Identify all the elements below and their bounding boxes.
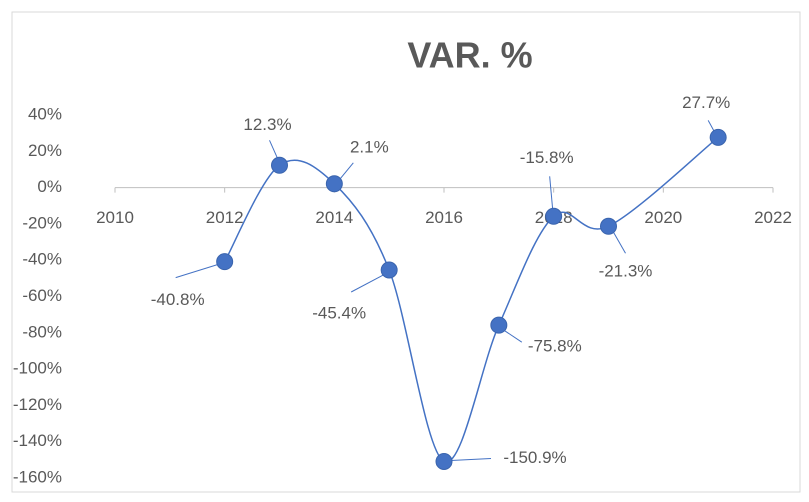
leader-line — [175, 263, 221, 279]
marker — [325, 175, 343, 193]
data-label: -21.3% — [599, 262, 653, 281]
leader-line — [549, 176, 554, 210]
x-tick-label: 2012 — [206, 208, 244, 227]
y-tick-label: -20% — [22, 213, 62, 232]
y-tick-label: -160% — [13, 467, 62, 486]
y-tick-label: -100% — [13, 359, 62, 378]
data-label: -75.8% — [528, 337, 582, 356]
chart-title: VAR. % — [407, 35, 532, 76]
data-label: 27.7% — [682, 93, 730, 112]
chart-frame — [11, 11, 801, 493]
x-tick-label: 2016 — [425, 208, 463, 227]
data-label: -45.4% — [312, 303, 366, 322]
y-tick-label: -120% — [13, 395, 62, 414]
y-tick-label: -140% — [13, 431, 62, 450]
marker — [380, 261, 398, 279]
data-label: -15.8% — [520, 148, 574, 167]
x-tick-label: 2010 — [96, 208, 134, 227]
marker — [216, 253, 234, 271]
marker — [490, 316, 508, 334]
marker — [709, 128, 727, 146]
data-label: 2.1% — [350, 137, 389, 156]
x-tick-label: 2014 — [315, 208, 353, 227]
y-tick-label: -80% — [22, 322, 62, 341]
marker — [271, 156, 288, 174]
y-tick-label: -60% — [22, 286, 62, 305]
leader-line — [269, 140, 278, 159]
y-tick-label: 40% — [28, 104, 62, 123]
leader-line — [613, 232, 626, 254]
marker — [435, 452, 453, 470]
data-label: -150.9% — [503, 448, 566, 467]
x-tick-label: 2022 — [754, 208, 792, 227]
leader-line — [350, 273, 386, 293]
leader-line — [450, 457, 492, 461]
y-tick-label: -40% — [22, 250, 62, 269]
marker — [545, 207, 563, 225]
y-tick-label: 0% — [37, 177, 62, 196]
y-tick-label: 20% — [28, 141, 62, 160]
leader-line — [338, 162, 354, 181]
x-tick-label: 2020 — [644, 208, 682, 227]
marker — [600, 217, 617, 235]
leader-line — [503, 329, 523, 343]
data-label: 12.3% — [243, 115, 291, 134]
leader-line — [707, 120, 715, 132]
data-label: -40.8% — [151, 290, 205, 309]
